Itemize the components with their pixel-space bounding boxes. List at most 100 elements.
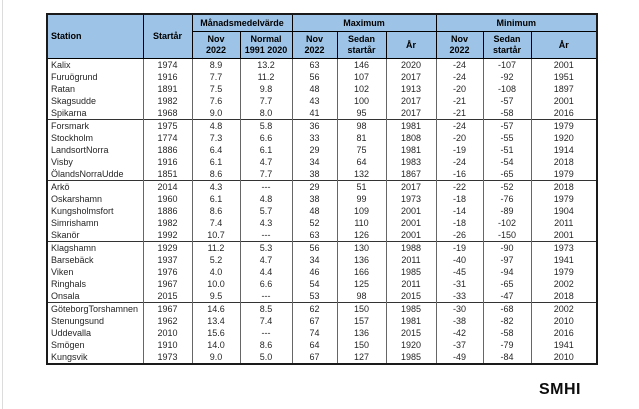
table-row: Spikarna 1968 9.0 8.0 41 95 2017 -21 -58 2016	[46, 107, 598, 120]
station-cell: Smögen	[46, 339, 144, 351]
max-since-start-cell: 125	[336, 278, 387, 290]
table-row: Oskarshamn 1960 6.1 4.8 38 99 1973 -18 -76 1979	[46, 193, 598, 205]
max-since-start-cell: 126	[336, 229, 387, 242]
max-nov-cell: 56	[291, 241, 338, 254]
mean-normal-cell: 4.4	[239, 266, 293, 278]
max-year-cell: 2001	[385, 217, 437, 229]
startar-cell: 1891	[142, 83, 193, 95]
max-year-cell: 2015	[385, 290, 437, 303]
startar-cell: 2010	[142, 327, 193, 339]
max-year-cell: 2017	[385, 180, 437, 193]
max-nov-cell: 33	[291, 132, 338, 144]
min-year-cell: 1941	[530, 254, 598, 266]
min-year-cell: 1979	[530, 119, 598, 132]
mean-normal-cell: 5.8	[239, 119, 293, 132]
station-cell: Arkö	[46, 180, 144, 193]
min-year-cell: 2018	[530, 290, 598, 303]
startar-cell: 1960	[142, 193, 193, 205]
mean-normal-cell: 8.5	[239, 302, 293, 315]
max-year-cell: 1983	[385, 156, 437, 168]
min-since-start-cell: -58	[482, 107, 532, 120]
mean-nov-cell: 9.5	[191, 290, 241, 303]
min-nov-cell: -30	[435, 302, 484, 315]
startar-cell: 1976	[142, 266, 193, 278]
max-year-cell: 1988	[385, 241, 437, 254]
min-nov-cell: -18	[435, 193, 484, 205]
max-since-start-cell: 146	[336, 58, 387, 71]
header-minimum: Minimum	[435, 13, 598, 32]
max-year-cell: 1985	[385, 302, 437, 315]
mean-nov-cell: 4.8	[191, 119, 241, 132]
station-cell: Stockholm	[46, 132, 144, 144]
header-station: Station	[46, 13, 144, 59]
max-since-start-cell: 95	[336, 107, 387, 120]
mean-nov-cell: 8.6	[191, 168, 241, 181]
mean-normal-cell: 4.7	[239, 254, 293, 266]
station-cell: LandsortNorra	[46, 144, 144, 156]
station-statistics-table: Station Startår Månadsmedelvärde Maximum…	[46, 13, 598, 365]
header-group-row: Station Startår Månadsmedelvärde Maximum…	[46, 13, 598, 59]
min-since-start-cell: -47	[482, 290, 532, 303]
max-since-start-cell: 102	[336, 83, 387, 95]
min-nov-cell: -20	[435, 83, 484, 95]
mean-nov-cell: 7.6	[191, 95, 241, 107]
min-since-start-cell: -84	[482, 351, 532, 364]
table-row: Stenungsund 1962 13.4 7.4 67 157 1981 -38 -82 201…	[46, 315, 598, 327]
max-since-start-cell: 81	[336, 132, 387, 144]
header-max-nov-2022: Nov 2022	[291, 31, 338, 59]
max-year-cell: 2020	[385, 58, 437, 71]
min-nov-cell: -49	[435, 351, 484, 364]
mean-normal-cell: 7.7	[239, 95, 293, 107]
min-year-cell: 1973	[530, 241, 598, 254]
station-cell: Kalix	[46, 58, 144, 71]
mean-normal-cell: 5.3	[239, 241, 293, 254]
min-since-start-cell: -51	[482, 144, 532, 156]
station-cell: Uddevalla	[46, 327, 144, 339]
min-year-cell: 2011	[530, 217, 598, 229]
min-nov-cell: -45	[435, 266, 484, 278]
min-nov-cell: -21	[435, 95, 484, 107]
mean-nov-cell: 6.4	[191, 144, 241, 156]
min-since-start-cell: -79	[482, 339, 532, 351]
startar-cell: 1982	[142, 95, 193, 107]
min-year-cell: 2018	[530, 180, 598, 193]
max-nov-cell: 67	[291, 351, 338, 364]
min-since-start-cell: -57	[482, 119, 532, 132]
mean-nov-cell: 9.0	[191, 351, 241, 364]
header-monthly-mean: Månadsmedelvärde	[191, 13, 293, 32]
min-nov-cell: -20	[435, 132, 484, 144]
mean-normal-cell: ---	[239, 327, 293, 339]
table-row: Smögen 1910 14.0 8.6 64 150 1920 -37 -79 1941	[46, 339, 598, 351]
mean-normal-cell: ---	[239, 180, 293, 193]
station-cell: Simrishamn	[46, 217, 144, 229]
startar-cell: 1774	[142, 132, 193, 144]
mean-nov-cell: 7.5	[191, 83, 241, 95]
max-since-start-cell: 132	[336, 168, 387, 181]
max-nov-cell: 74	[291, 327, 338, 339]
mean-normal-cell: 5.7	[239, 205, 293, 217]
min-since-start-cell: -107	[482, 58, 532, 71]
max-since-start-cell: 157	[336, 315, 387, 327]
table-row: GöteborgTorshamnen 1967 14.6 8.5 62 150 1985 -3…	[46, 302, 598, 315]
startar-cell: 1851	[142, 168, 193, 181]
max-year-cell: 2001	[385, 205, 437, 217]
max-since-start-cell: 51	[336, 180, 387, 193]
mean-normal-cell: 6.1	[239, 144, 293, 156]
min-year-cell: 1941	[530, 339, 598, 351]
max-year-cell: 2017	[385, 95, 437, 107]
station-cell: Ratan	[46, 83, 144, 95]
min-nov-cell: -33	[435, 290, 484, 303]
startar-cell: 1910	[142, 339, 193, 351]
min-year-cell: 2010	[530, 351, 598, 364]
startar-cell: 1886	[142, 205, 193, 217]
max-since-start-cell: 110	[336, 217, 387, 229]
min-since-start-cell: -76	[482, 193, 532, 205]
station-cell: Viken	[46, 266, 144, 278]
min-nov-cell: -37	[435, 339, 484, 351]
station-cell: Onsala	[46, 290, 144, 303]
max-year-cell: 2011	[385, 254, 437, 266]
min-since-start-cell: -94	[482, 266, 532, 278]
mean-nov-cell: 6.1	[191, 193, 241, 205]
max-year-cell: 2001	[385, 229, 437, 242]
min-year-cell: 1979	[530, 168, 598, 181]
